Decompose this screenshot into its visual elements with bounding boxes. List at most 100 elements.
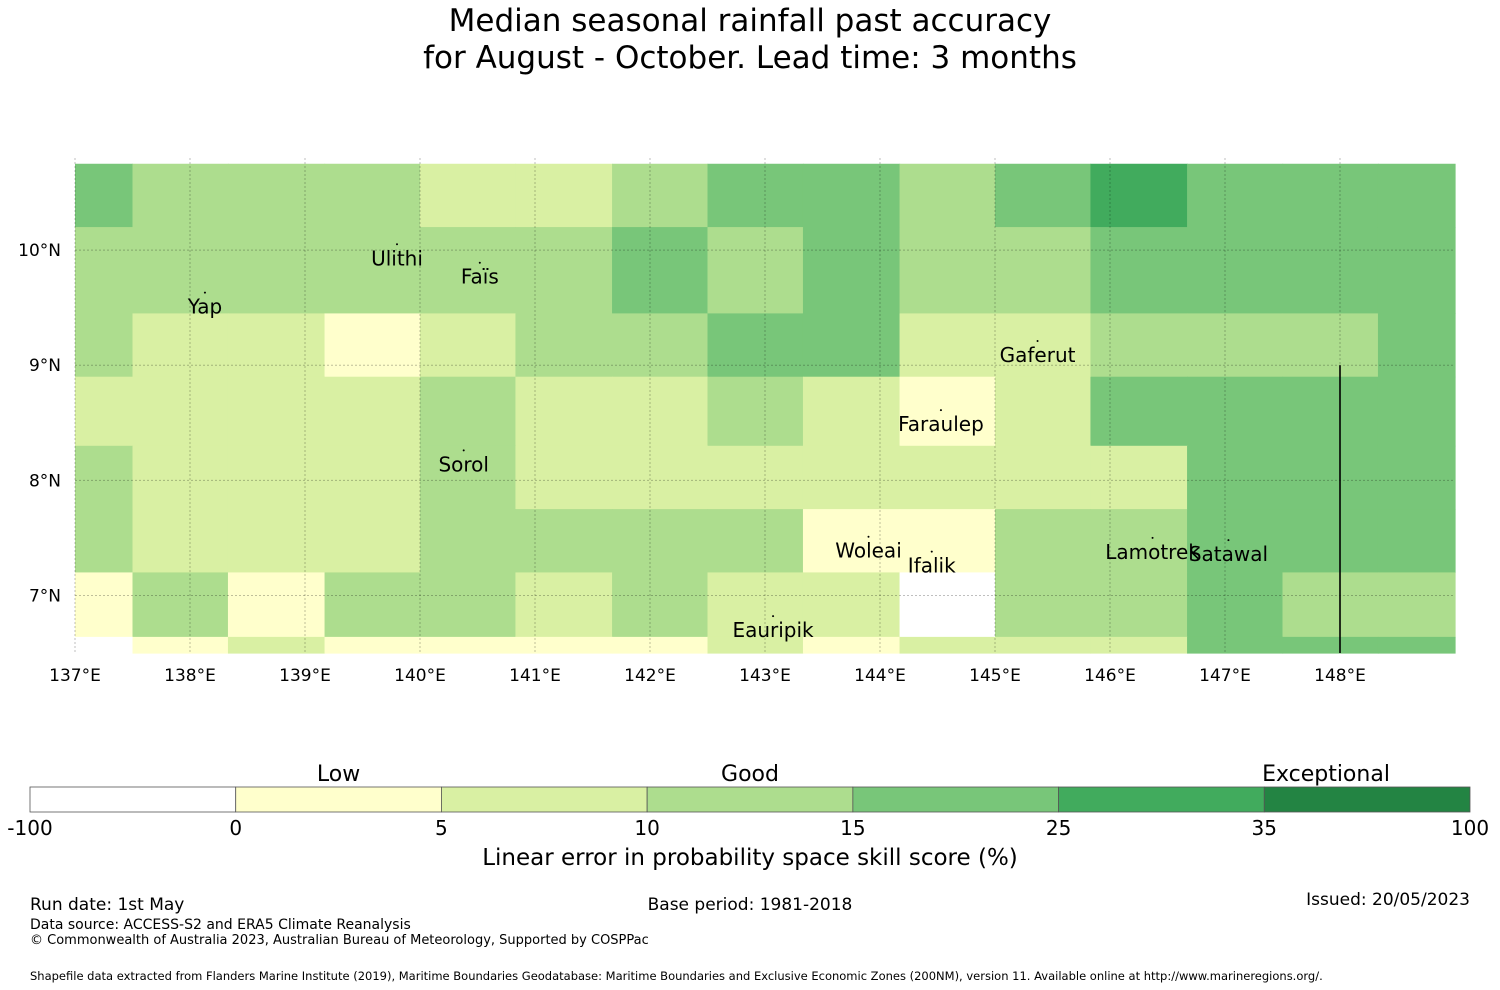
skill-cell [612, 376, 709, 447]
y-tick-label: 9°N [29, 356, 61, 376]
skill-cell [995, 509, 1092, 574]
skill-cell [707, 163, 804, 228]
skill-cell [1090, 445, 1188, 510]
data-source: Data source: ACCESS-S2 and ERA5 Climate … [30, 917, 411, 933]
skill-cell [802, 313, 901, 378]
skill-cell [227, 445, 326, 510]
skill-cell [1377, 509, 1456, 574]
island-marker [939, 409, 942, 412]
y-tick-label: 7°N [29, 586, 61, 606]
skill-cell [1187, 509, 1284, 574]
skill-cell [324, 376, 421, 447]
x-tick-label: 143°E [739, 666, 791, 686]
skill-cell [1377, 636, 1456, 654]
skill-cell [420, 636, 517, 654]
skill-cell [1282, 509, 1379, 574]
skill-cell [132, 163, 229, 228]
skill-cell [612, 445, 709, 510]
place-label: Ifalik [908, 554, 956, 578]
skill-cell [899, 227, 996, 315]
skill-cell [420, 163, 517, 228]
colorbar-swatch [29, 786, 237, 813]
skill-cell [324, 445, 421, 510]
skill-cell [1187, 313, 1284, 378]
colorbar-tick-label: 25 [1046, 816, 1071, 840]
skill-cell [132, 445, 229, 510]
x-tick-label: 140°E [394, 666, 446, 686]
island-marker [930, 550, 933, 553]
x-tick-label: 146°E [1084, 666, 1136, 686]
skill-cell [75, 445, 134, 510]
colorbar-category-label: Good [721, 762, 779, 787]
skill-cell [1187, 163, 1284, 228]
run-date: Run date: 1st May [30, 895, 185, 915]
place-label: Lamotrek [1105, 540, 1200, 564]
skill-cell [75, 572, 134, 638]
colorbar-swatch [1058, 786, 1265, 813]
skill-cell [899, 509, 996, 574]
skill-cell [75, 376, 134, 447]
skill-cell [707, 636, 804, 654]
skill-cell [420, 227, 517, 315]
skill-cell [515, 227, 613, 315]
skill-cell [899, 313, 996, 378]
skill-cell [515, 445, 613, 510]
skill-cell [75, 636, 134, 654]
skill-cell [420, 509, 517, 574]
skill-cell [227, 376, 326, 447]
island-marker [478, 261, 481, 264]
skill-cell [420, 445, 517, 510]
skill-cell [612, 227, 709, 315]
skill-cell [515, 376, 613, 447]
colorbar-label: Linear error in probability space skill … [482, 845, 1018, 871]
colorbar-swatch [235, 786, 442, 813]
skill-cell [1282, 376, 1379, 447]
x-tick-label: 139°E [279, 666, 331, 686]
chart-title-line-2: for August - October. Lead time: 3 month… [423, 40, 1077, 76]
skill-cell [1377, 376, 1456, 447]
colorbar-swatch [852, 786, 1059, 813]
colorbar-tick-label: 5 [435, 816, 448, 840]
skill-cell [227, 636, 326, 654]
x-tick-label: 138°E [164, 666, 216, 686]
skill-cell [995, 227, 1092, 315]
island-marker [867, 535, 870, 538]
skill-cell [995, 636, 1092, 654]
skill-cell [995, 163, 1092, 228]
colorbar-tick-label: 10 [634, 816, 659, 840]
skill-cell [227, 227, 326, 315]
island-marker [1227, 539, 1230, 542]
island-marker [462, 449, 465, 452]
skill-cell [995, 572, 1092, 638]
skill-cell [1282, 445, 1379, 510]
skill-cell [1377, 313, 1456, 378]
skill-cell [995, 445, 1092, 510]
skill-cell [995, 313, 1092, 378]
island-marker [772, 615, 775, 618]
colorbar-category-label: Exceptional [1262, 762, 1390, 787]
skill-cell [899, 445, 996, 510]
skill-cell [899, 163, 996, 228]
skill-map: 137°E 138°E 139°E 140°E 141°E 142°E 143°E 144°E… [18, 158, 1456, 686]
place-label: Woleai [835, 539, 902, 563]
x-tick-label: 142°E [624, 666, 676, 686]
skill-cell [899, 636, 996, 654]
skill-cell [324, 636, 421, 654]
skill-cell [227, 313, 326, 378]
place-label: Satawal [1189, 542, 1268, 566]
place-label: Eauripik [732, 618, 814, 642]
skill-cell [1377, 163, 1456, 228]
skill-cell [1282, 313, 1379, 378]
skill-cell [132, 636, 229, 654]
skill-cell [515, 636, 613, 654]
skill-cell [132, 509, 229, 574]
skill-cell [75, 227, 134, 315]
x-tick-label: 145°E [969, 666, 1021, 686]
skill-cell [132, 313, 229, 378]
skill-cell [324, 227, 421, 315]
place-label: Yap [187, 295, 222, 319]
skill-cell [802, 445, 901, 510]
colorbar-tick-label: -100 [7, 816, 52, 840]
skill-cell [802, 376, 901, 447]
island-marker [1036, 340, 1039, 342]
